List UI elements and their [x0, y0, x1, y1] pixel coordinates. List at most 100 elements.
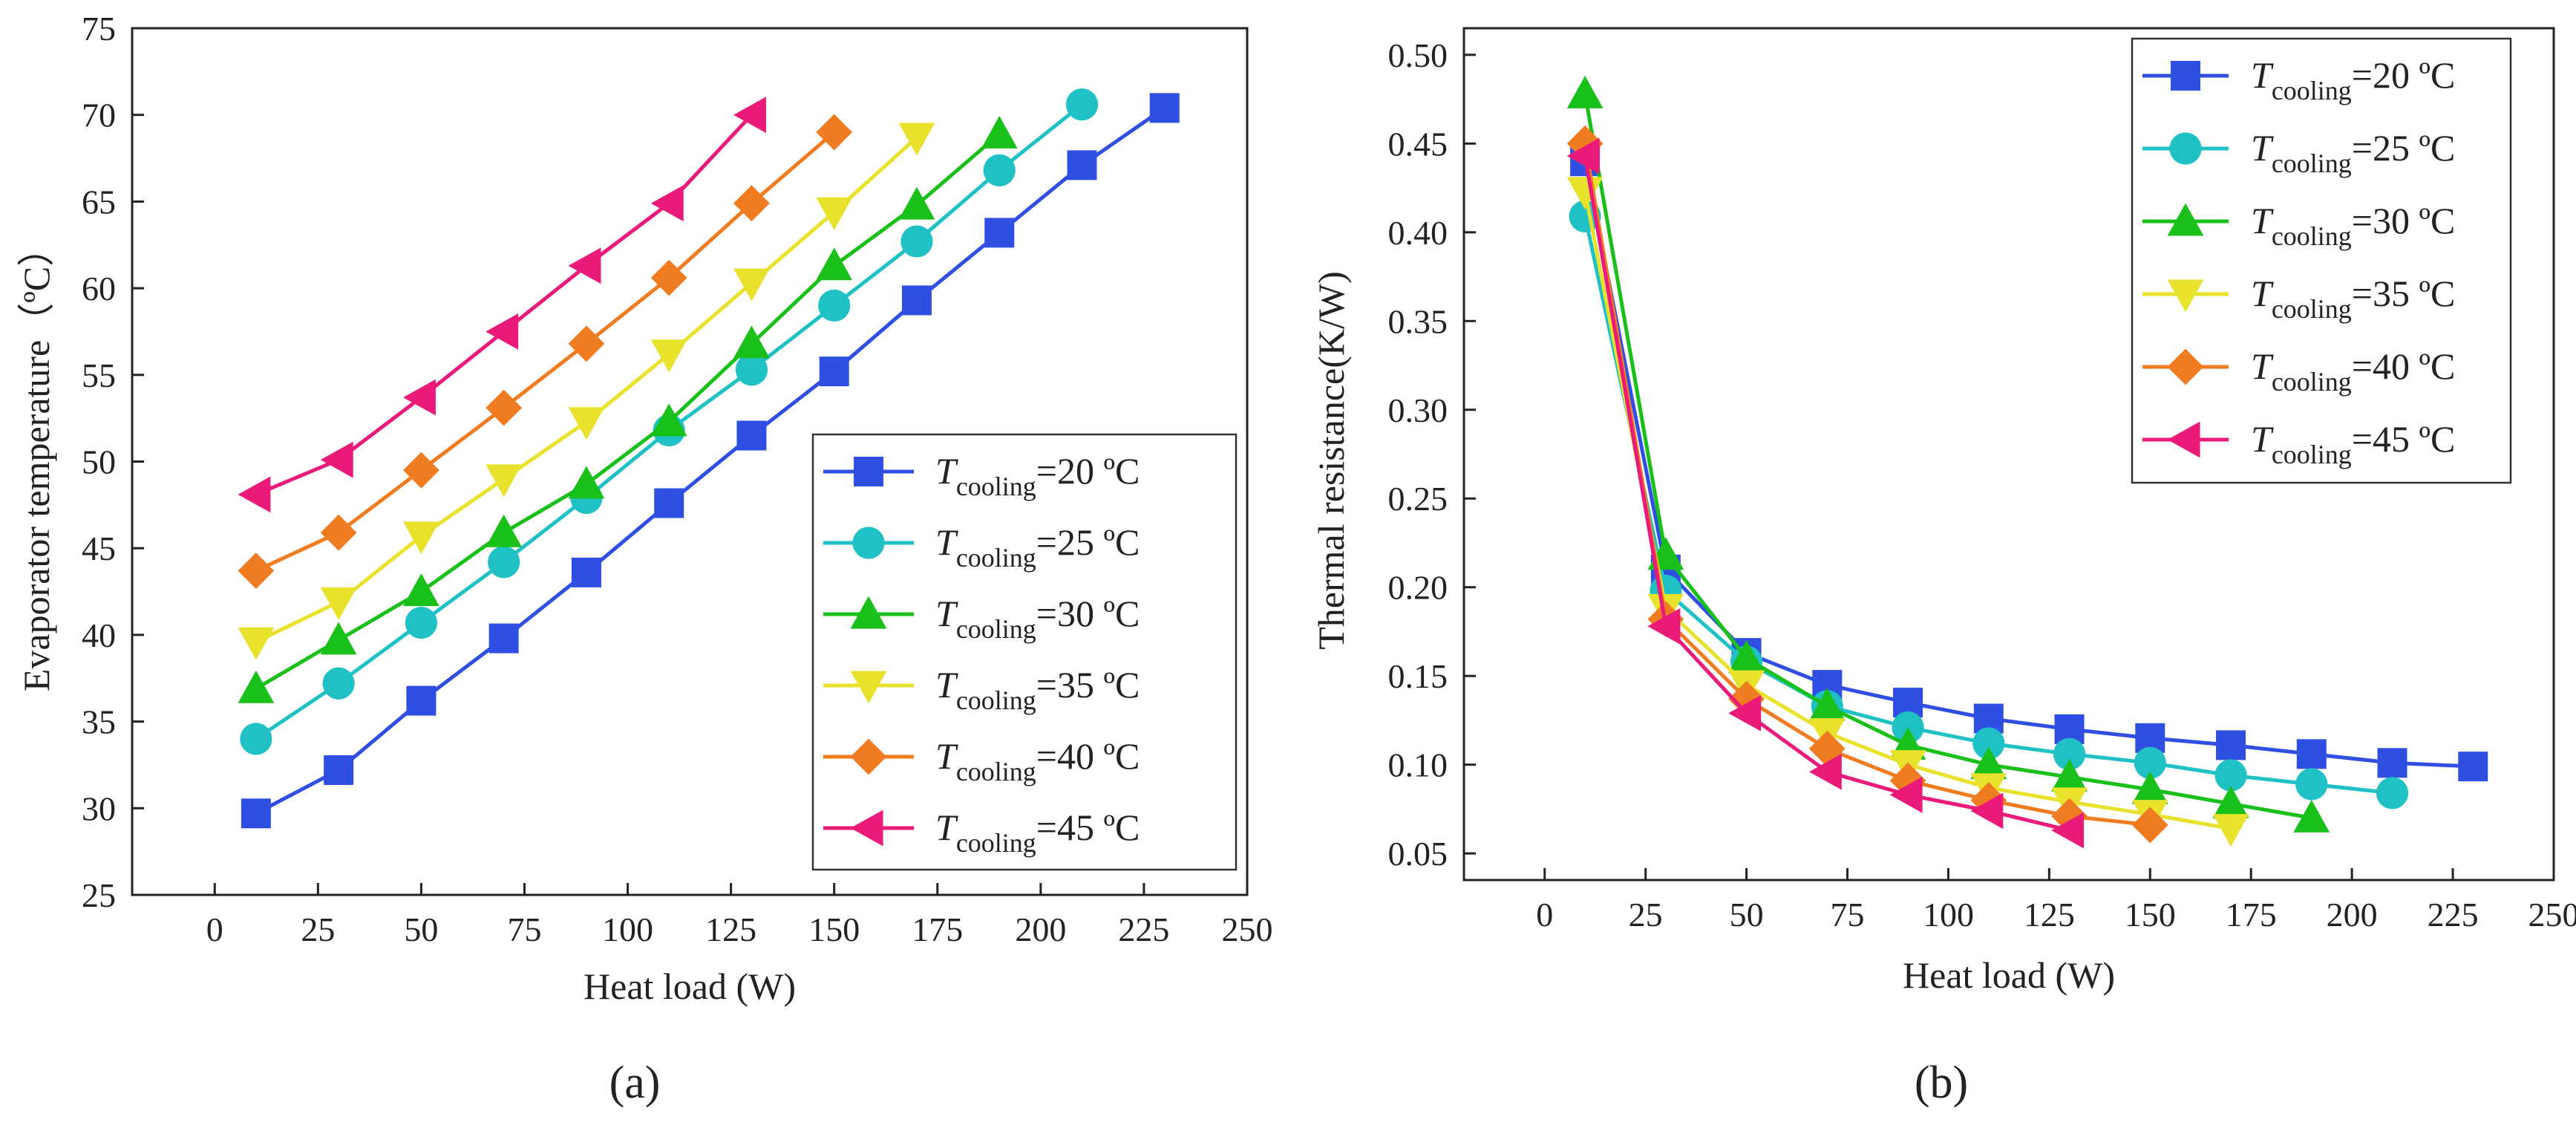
legend-marker: [850, 809, 883, 847]
legend-marker: [850, 738, 887, 775]
legend-marker: [2167, 348, 2204, 385]
data-point: [1889, 762, 1926, 799]
data-point: [1970, 792, 2004, 830]
x-tick-label: 125: [705, 910, 756, 948]
data-point: [1808, 753, 1842, 790]
y-tick-label: 35: [82, 703, 116, 741]
x-tick-label: 100: [602, 910, 653, 948]
x-tick-label: 225: [2428, 896, 2479, 934]
y-tick-label: 55: [82, 356, 116, 394]
x-tick-label: 125: [2024, 896, 2075, 934]
legend-label: Tcooling=35 ºC: [935, 664, 1140, 715]
legend-marker: [850, 596, 887, 629]
data-point: [488, 546, 520, 579]
chart-panel-b: 0 25 50 75 100 125 150 175 200 225 250 0.05 0.10 0.15…: [1310, 27, 2576, 996]
series-45C: [238, 97, 766, 513]
series-45C: [1566, 137, 2085, 849]
data-point: [1067, 150, 1097, 180]
y-tick-label: 0.50: [1388, 36, 1448, 74]
data-point: [1566, 76, 1604, 108]
data-point: [568, 325, 605, 362]
data-point: [2296, 739, 2327, 769]
series-40C: [238, 114, 853, 589]
legend-item: Tcooling=40 ºC: [823, 735, 1140, 786]
data-point: [2131, 771, 2168, 804]
y-tick-label: 0.30: [1388, 391, 1448, 429]
data-point: [2214, 759, 2247, 792]
legend-label: Tcooling=45 ºC: [935, 807, 1140, 858]
data-point: [818, 289, 851, 322]
legend-marker: [2167, 421, 2200, 458]
x-tick-label: 200: [2327, 896, 2378, 934]
data-point: [486, 464, 523, 498]
data-point: [2212, 814, 2249, 847]
data-point: [320, 587, 357, 620]
data-point: [816, 114, 853, 151]
data-point: [650, 403, 687, 437]
x-axis-title: Heat load (W): [583, 965, 796, 1007]
data-point: [984, 218, 1015, 248]
data-point: [650, 185, 684, 222]
data-point: [1728, 694, 1762, 732]
panel-label-a: (a): [609, 1058, 661, 1108]
data-point: [2295, 768, 2328, 801]
data-point: [819, 356, 849, 387]
x-tick-label: 0: [206, 910, 223, 948]
data-point: [1808, 730, 1846, 767]
legend-item: Tcooling=45 ºC: [823, 807, 1140, 858]
data-point: [403, 452, 439, 489]
data-point: [320, 441, 353, 478]
data-point: [320, 514, 357, 551]
data-point: [1566, 137, 1600, 175]
x-tick-label: 0: [1536, 896, 1553, 934]
series-line: [1583, 93, 2312, 820]
data-point: [2051, 798, 2088, 835]
data-point: [568, 466, 605, 499]
x-tick-label: 175: [912, 910, 963, 948]
data-point: [1149, 93, 1180, 123]
y-tick-label: 30: [82, 789, 116, 827]
y-tick-label: 0.20: [1388, 569, 1448, 607]
data-point: [406, 685, 437, 716]
x-axis-title: Heat load (W): [1903, 954, 2115, 996]
x-tick-label: 50: [404, 910, 438, 948]
data-point: [1808, 688, 1846, 721]
legend-label: Tcooling=20 ºC: [2251, 54, 2455, 105]
legend-item: Tcooling=25 ºC: [2142, 127, 2455, 178]
data-point: [241, 798, 271, 829]
legend-marker: [854, 457, 883, 486]
data-point: [2053, 737, 2086, 770]
legend-item: Tcooling=20 ºC: [823, 450, 1140, 501]
y-tick-label: 0.10: [1388, 746, 1448, 784]
legend-box: [811, 433, 1238, 871]
x-tick-label: 250: [2528, 896, 2576, 934]
data-point: [238, 627, 275, 660]
legend-label: Tcooling=30 ºC: [935, 593, 1140, 644]
data-point: [736, 420, 767, 451]
data-point: [733, 185, 770, 222]
series-35C: [238, 123, 935, 660]
y-tick-label: 0.40: [1388, 214, 1448, 252]
data-point: [1065, 88, 1099, 121]
y-tick-label: 0.25: [1388, 480, 1448, 518]
data-point: [405, 606, 438, 639]
data-point: [733, 97, 766, 134]
data-point: [324, 755, 354, 785]
data-point: [898, 186, 935, 220]
data-point: [403, 379, 436, 416]
data-point: [403, 521, 439, 555]
data-point: [901, 285, 932, 316]
data-point: [654, 488, 684, 518]
legend-item: Tcooling=20 ºC: [2142, 54, 2455, 105]
x-tick-label: 100: [1923, 896, 1974, 934]
x-tick-label: 225: [1118, 910, 1169, 948]
y-tick-label: 0.05: [1388, 835, 1448, 873]
data-point: [650, 259, 687, 296]
x-tick-label: 250: [1222, 910, 1273, 948]
data-point: [1889, 776, 1923, 813]
legend-label: Tcooling=25 ºC: [2251, 127, 2455, 178]
data-point: [2377, 748, 2407, 778]
y-axis-title: Thermal resistance(K/W): [1310, 271, 1352, 649]
series-line: [255, 132, 1001, 691]
data-point: [1647, 607, 1681, 645]
